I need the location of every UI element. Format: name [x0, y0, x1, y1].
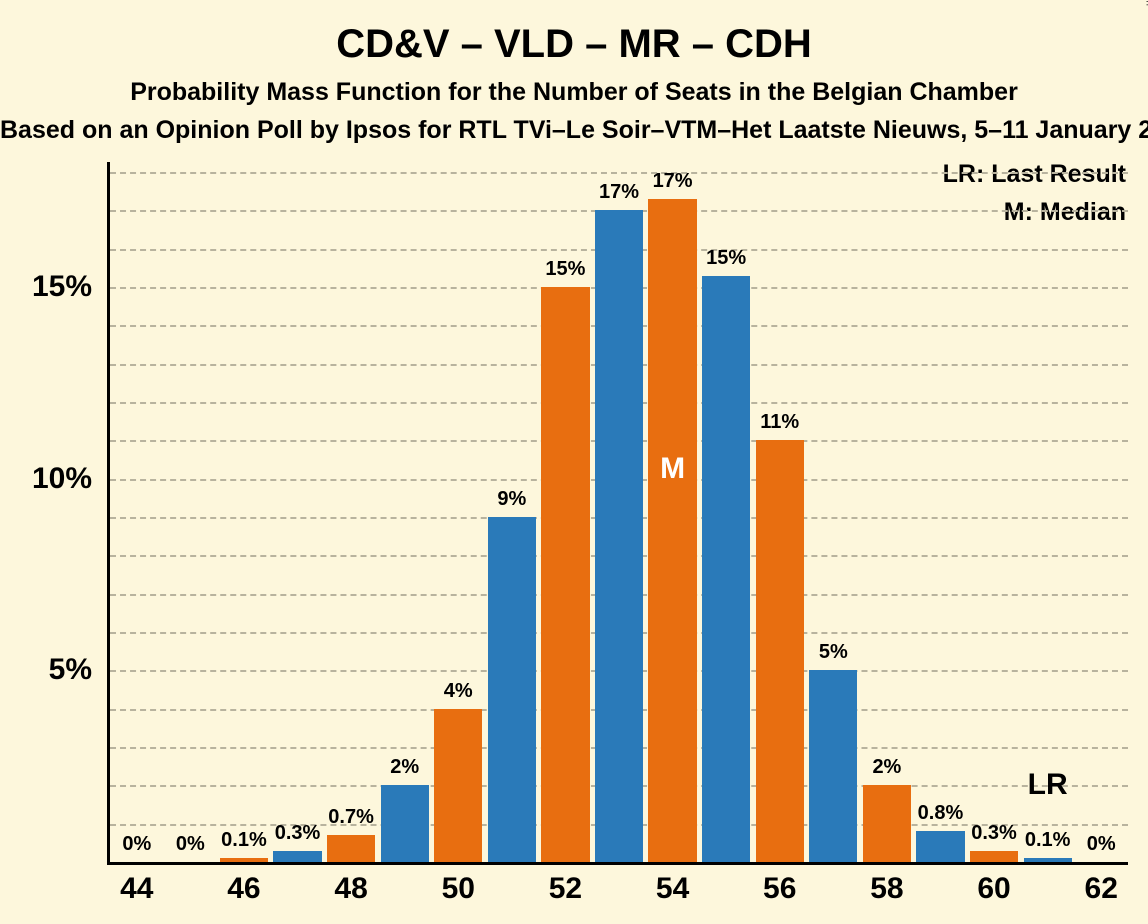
y-axis [107, 162, 110, 865]
chart-source: Based on an Opinion Poll by Ipsos for RT… [0, 116, 1148, 145]
bar-label: 17% [599, 181, 639, 204]
bar [273, 851, 321, 863]
bar-label: 0% [176, 833, 205, 856]
x-tick-label: 58 [833, 872, 940, 906]
x-axis [107, 862, 1128, 865]
copyright-text: © 2019 Filip van Laenen [1144, 0, 1148, 6]
bar-label: 0.8% [918, 802, 964, 825]
bar-label: 4% [444, 680, 473, 703]
x-tick-label: 62 [1048, 872, 1148, 906]
bar [648, 199, 696, 862]
bar [756, 440, 804, 862]
x-tick-label: 46 [190, 872, 297, 906]
bar [381, 785, 429, 862]
x-tick-label: 54 [619, 872, 726, 906]
bar-label: 0% [122, 833, 151, 856]
x-tick-label: 48 [298, 872, 405, 906]
bar [595, 210, 643, 862]
x-tick-label: 44 [83, 872, 190, 906]
bar [434, 709, 482, 862]
bar-label: 15% [706, 247, 746, 270]
median-marker: M [660, 452, 685, 486]
chart-canvas: CD&V – VLD – MR – CDH Probability Mass Fu… [0, 0, 1148, 924]
x-tick-label: 56 [726, 872, 833, 906]
y-tick-label: 10% [0, 462, 92, 496]
bar-label: 0.7% [328, 806, 374, 829]
grid-line [110, 172, 1128, 174]
y-tick-label: 15% [0, 270, 92, 304]
bar-label: 11% [760, 411, 799, 434]
lr-marker: LR [1028, 768, 1068, 802]
chart-subtitle: Probability Mass Function for the Number… [0, 78, 1148, 107]
bar-label: 0.1% [1025, 829, 1071, 852]
bar-label: 0.3% [275, 822, 321, 845]
bar [702, 276, 750, 863]
y-tick-label: 5% [0, 653, 92, 687]
bar [863, 785, 911, 862]
bar-label: 17% [653, 170, 693, 193]
bar-label: 0.1% [221, 829, 267, 852]
chart-title: CD&V – VLD – MR – CDH [0, 22, 1148, 67]
bar-label: 0% [1087, 833, 1116, 856]
bar [488, 517, 536, 862]
x-tick-label: 50 [405, 872, 512, 906]
bar-label: 15% [545, 258, 585, 281]
bar [541, 287, 589, 862]
bar-label: 2% [872, 756, 901, 779]
bar [1024, 858, 1072, 862]
bar [327, 835, 375, 862]
x-tick-label: 52 [512, 872, 619, 906]
plot-area: 0% 0% 0.1% 0.3% 0.7% 2% 4% 9% 15% 17% 17% 15% 11% 5% 2… [110, 172, 1128, 862]
x-tick-label: 60 [940, 872, 1047, 906]
bar-label: 0.3% [971, 822, 1017, 845]
bar [220, 858, 268, 862]
bar [970, 851, 1018, 863]
bar-label: 5% [819, 641, 848, 664]
bar-label: 2% [390, 756, 419, 779]
bar [916, 831, 964, 862]
bar [809, 670, 857, 862]
bar-label: 9% [497, 488, 526, 511]
